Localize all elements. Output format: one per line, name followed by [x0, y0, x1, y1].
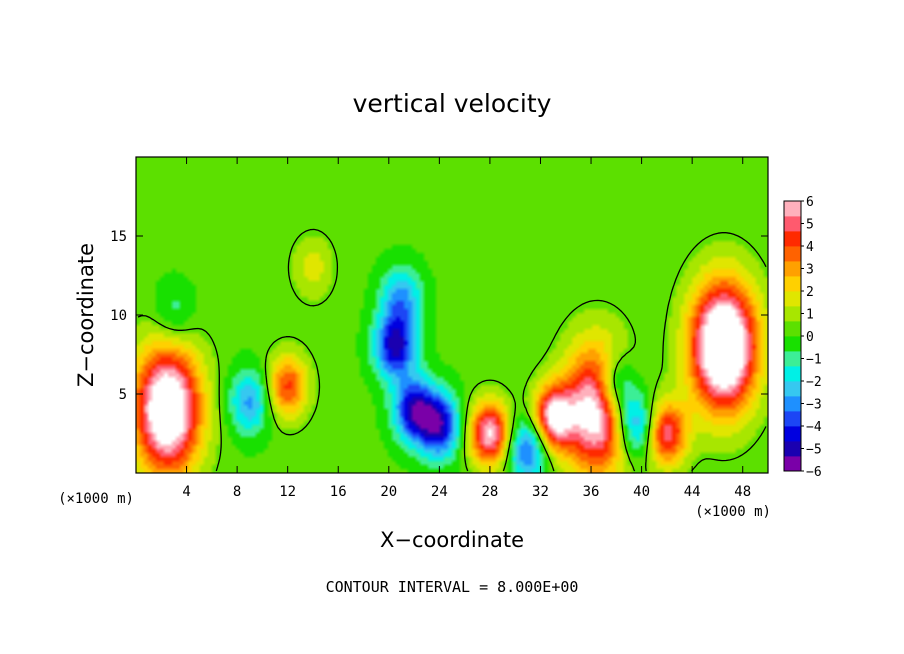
colorbar-swatch [784, 231, 801, 247]
colorbar-swatch [784, 291, 801, 307]
colorbar-swatch [784, 366, 801, 382]
x-tick-label: 24 [431, 484, 448, 500]
colorbar-tick-label: 6 [806, 195, 814, 210]
x-tick-label: 40 [633, 484, 650, 500]
x-tick-label: 8 [233, 484, 241, 500]
colorbar-tick-label: 3 [806, 263, 814, 278]
colorbar-swatch [784, 396, 801, 412]
colorbar-swatch [784, 246, 801, 262]
colorbar-swatch [784, 306, 801, 322]
colorbar-swatch [784, 321, 801, 337]
colorbar-swatch [784, 201, 801, 217]
x-axis-title: X−coordinate [380, 528, 524, 552]
x-tick-label: 20 [380, 484, 397, 500]
x-tick-label: 16 [330, 484, 347, 500]
colorbar-swatch [784, 276, 801, 292]
zero-contour-lines [137, 228, 767, 472]
colorbar-swatch [784, 426, 801, 442]
colorbar-swatch [784, 456, 801, 472]
x-tick-label: 32 [532, 484, 549, 500]
colorbar-swatch [784, 261, 801, 277]
x-unit-label-right: (×1000 m) [695, 504, 771, 520]
x-unit-label-left: (×1000 m) [58, 491, 134, 507]
colorbar-tick-label: 0 [806, 330, 814, 345]
colorbar-swatch [784, 411, 801, 427]
x-tick-label: 36 [583, 484, 600, 500]
colorbar-tick-label: −2 [806, 375, 822, 390]
colorbar-tick-label: 2 [806, 285, 814, 300]
colorbar: 6 5 4 3 2 1 0 −1 −2 −3 −4 −5 −6 [783, 195, 822, 480]
y-tick-label: 10 [110, 308, 127, 324]
x-axis-ticks: 4 8 12 16 20 24 28 32 36 40 44 48 [182, 157, 751, 500]
colorbar-swatch [784, 381, 801, 397]
y-tick-label: 5 [119, 387, 127, 403]
y-axis-title: Z−coordinate [74, 243, 98, 387]
y-axis-ticks: 5 10 15 [110, 229, 768, 403]
colorbar-tick-label: −5 [806, 443, 822, 458]
colorbar-tick-label: 1 [806, 308, 814, 323]
colorbar-swatch [784, 336, 801, 352]
colorbar-tick-label: −6 [806, 465, 822, 480]
colorbar-swatch [784, 441, 801, 457]
contour-path [137, 228, 767, 472]
colorbar-swatch [784, 351, 801, 367]
contour-interval-note: CONTOUR INTERVAL = 8.000E+00 [326, 578, 579, 596]
velocity-heatmap [136, 157, 768, 473]
colorbar-tick-label: 4 [806, 240, 814, 255]
colorbar-tick-label: −1 [806, 353, 822, 368]
x-tick-label: 28 [481, 484, 498, 500]
x-tick-label: 44 [684, 484, 701, 500]
colorbar-tick-label: −4 [806, 420, 822, 435]
colorbar-tick-label: −3 [806, 398, 822, 413]
colorbar-swatch [784, 216, 801, 232]
x-tick-label: 48 [734, 484, 751, 500]
x-tick-label: 4 [182, 484, 190, 500]
y-tick-label: 15 [110, 229, 127, 245]
colorbar-tick-label: 5 [806, 218, 814, 233]
chart-title: vertical velocity [353, 89, 552, 118]
x-tick-label: 12 [279, 484, 296, 500]
